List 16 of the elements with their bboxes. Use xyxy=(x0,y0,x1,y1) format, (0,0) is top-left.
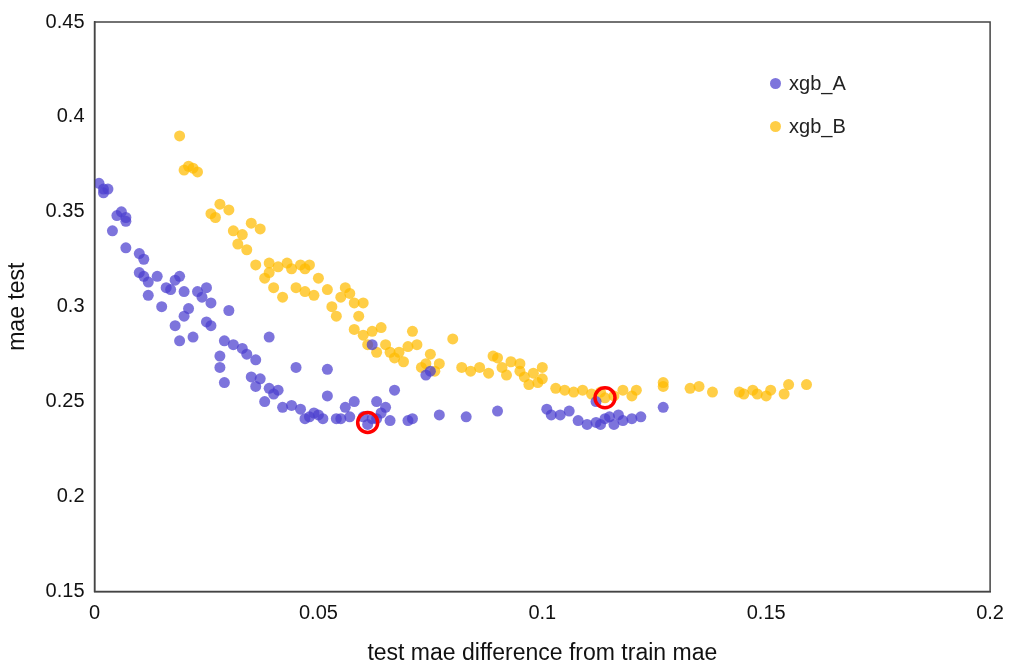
y-tick-label: 0.25 xyxy=(45,389,85,412)
y-tick-label: 0.2 xyxy=(56,484,85,507)
y-axis-title: mae test xyxy=(3,262,30,351)
x-axis-title: test mae difference from train mae xyxy=(367,638,718,665)
legend-label: xgb_A xyxy=(789,72,846,95)
x-tick-label: 0.2 xyxy=(976,600,1004,623)
y-tick-label: 0.4 xyxy=(56,104,85,127)
legend-label: xgb_B xyxy=(789,115,846,138)
y-tick-label: 0.3 xyxy=(56,294,85,317)
x-tick-label: 0.1 xyxy=(528,600,557,623)
y-tick-label: 0.15 xyxy=(45,578,85,601)
x-tick-label: 0.05 xyxy=(298,600,338,623)
x-tick-label: 0.15 xyxy=(746,600,786,623)
y-tick-label: 0.45 xyxy=(45,9,85,32)
x-tick-label: 0 xyxy=(88,600,101,623)
y-tick-label: 0.35 xyxy=(45,199,85,222)
